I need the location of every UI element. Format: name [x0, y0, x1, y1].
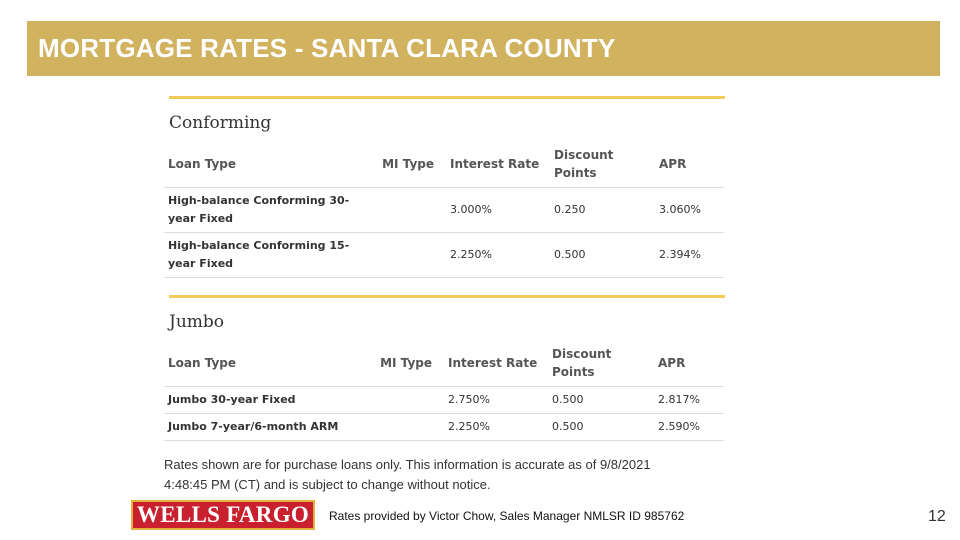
mi-type-cell: [370, 385, 444, 413]
interest-rate-cell: 3.000%: [446, 186, 550, 232]
table-header-row: Loan Type MI Type Interest Rate Discount…: [164, 340, 724, 386]
discount-header-line-1: Discount: [552, 346, 612, 361]
loan-type-header: Loan Type: [168, 156, 237, 171]
conforming-table: Loan Type MI Type Interest Rate Discount…: [164, 141, 724, 278]
discount-header-line-2: Points: [552, 364, 595, 379]
interest-rate-cell: 2.250%: [444, 412, 548, 441]
loan-name-line-2[interactable]: year Fixed: [168, 211, 234, 225]
interest-rate-cell: 2.250%: [446, 231, 550, 278]
discount-points-cell: 0.500: [548, 385, 654, 413]
discount-points-cell: 0.500: [548, 412, 654, 441]
conforming-panel: Conforming Loan Type MI Type Interest Ra…: [164, 96, 725, 278]
interest-rate-header: Interest Rate: [448, 355, 538, 370]
mi-type-cell: [370, 412, 444, 441]
loan-name-line-1[interactable]: High-balance Conforming 15-: [168, 238, 350, 252]
loan-link-jumbo-arm[interactable]: Jumbo 7-year/6-month ARM: [164, 412, 370, 441]
interest-rate-cell: 2.750%: [444, 385, 548, 413]
mi-type-header: MI Type: [380, 355, 432, 370]
interest-rate-header: Interest Rate: [450, 156, 540, 171]
mi-type-header: MI Type: [382, 156, 434, 171]
table-row: Jumbo 30-year Fixed 2.750% 0.500 2.817%: [164, 385, 724, 413]
logo-text: WELLS FARGO: [136, 502, 310, 527]
page-number: 12: [928, 508, 946, 525]
table-row: High-balance Conforming 15- year Fixed 2.…: [164, 231, 724, 278]
apr-header: APR: [659, 156, 687, 171]
apr-cell: 2.590%: [654, 412, 724, 441]
table-header-row: Loan Type MI Type Interest Rate Discount…: [164, 141, 724, 187]
loan-link-jumbo-30[interactable]: Jumbo 30-year Fixed: [164, 385, 370, 413]
discount-header-line-1: Discount: [554, 147, 614, 162]
discount-header-line-2: Points: [554, 165, 597, 180]
slide-title: MORTGAGE RATES - SANTA CLARA COUNTY: [38, 33, 616, 63]
loan-type-header: Loan Type: [168, 355, 237, 370]
section-divider: [169, 295, 725, 298]
disclaimer: Rates shown are for purchase loans only.…: [164, 455, 724, 495]
discount-points-header: Discount Points: [550, 141, 655, 187]
apr-cell: 2.394%: [655, 231, 724, 278]
mi-type-cell: [370, 231, 446, 278]
jumbo-title: Jumbo: [169, 312, 225, 332]
apr-cell: 2.817%: [654, 385, 724, 413]
jumbo-panel: Jumbo Loan Type MI Type Interest Rate Di…: [164, 295, 725, 441]
section-divider: [169, 96, 725, 99]
table-row: Jumbo 7-year/6-month ARM 2.250% 0.500 2.…: [164, 412, 724, 441]
apr-cell: 3.060%: [655, 186, 724, 232]
disclaimer-line-2: 4:48:45 PM (CT) and is subject to change…: [164, 477, 491, 492]
title-bar: MORTGAGE RATES - SANTA CLARA COUNTY: [27, 21, 940, 76]
disclaimer-line-1: Rates shown are for purchase loans only.…: [164, 457, 651, 472]
rates-credit: Rates provided by Victor Chow, Sales Man…: [329, 509, 685, 523]
jumbo-table: Loan Type MI Type Interest Rate Discount…: [164, 340, 724, 441]
loan-name-line-2[interactable]: year Fixed: [168, 256, 234, 270]
conforming-title: Conforming: [169, 113, 272, 133]
discount-points-cell: 0.500: [550, 231, 655, 278]
discount-points-cell: 0.250: [550, 186, 655, 232]
loan-name-line-1[interactable]: High-balance Conforming 30-: [168, 193, 350, 207]
discount-points-header: Discount Points: [548, 340, 654, 386]
loan-link-hb-15[interactable]: High-balance Conforming 15- year Fixed: [164, 231, 370, 278]
mi-type-cell: [370, 186, 446, 232]
apr-header: APR: [658, 355, 686, 370]
loan-link-hb-30[interactable]: High-balance Conforming 30- year Fixed: [164, 186, 370, 232]
table-row: High-balance Conforming 30- year Fixed 3.…: [164, 186, 724, 232]
wells-fargo-logo: WELLS FARGO: [131, 500, 315, 530]
